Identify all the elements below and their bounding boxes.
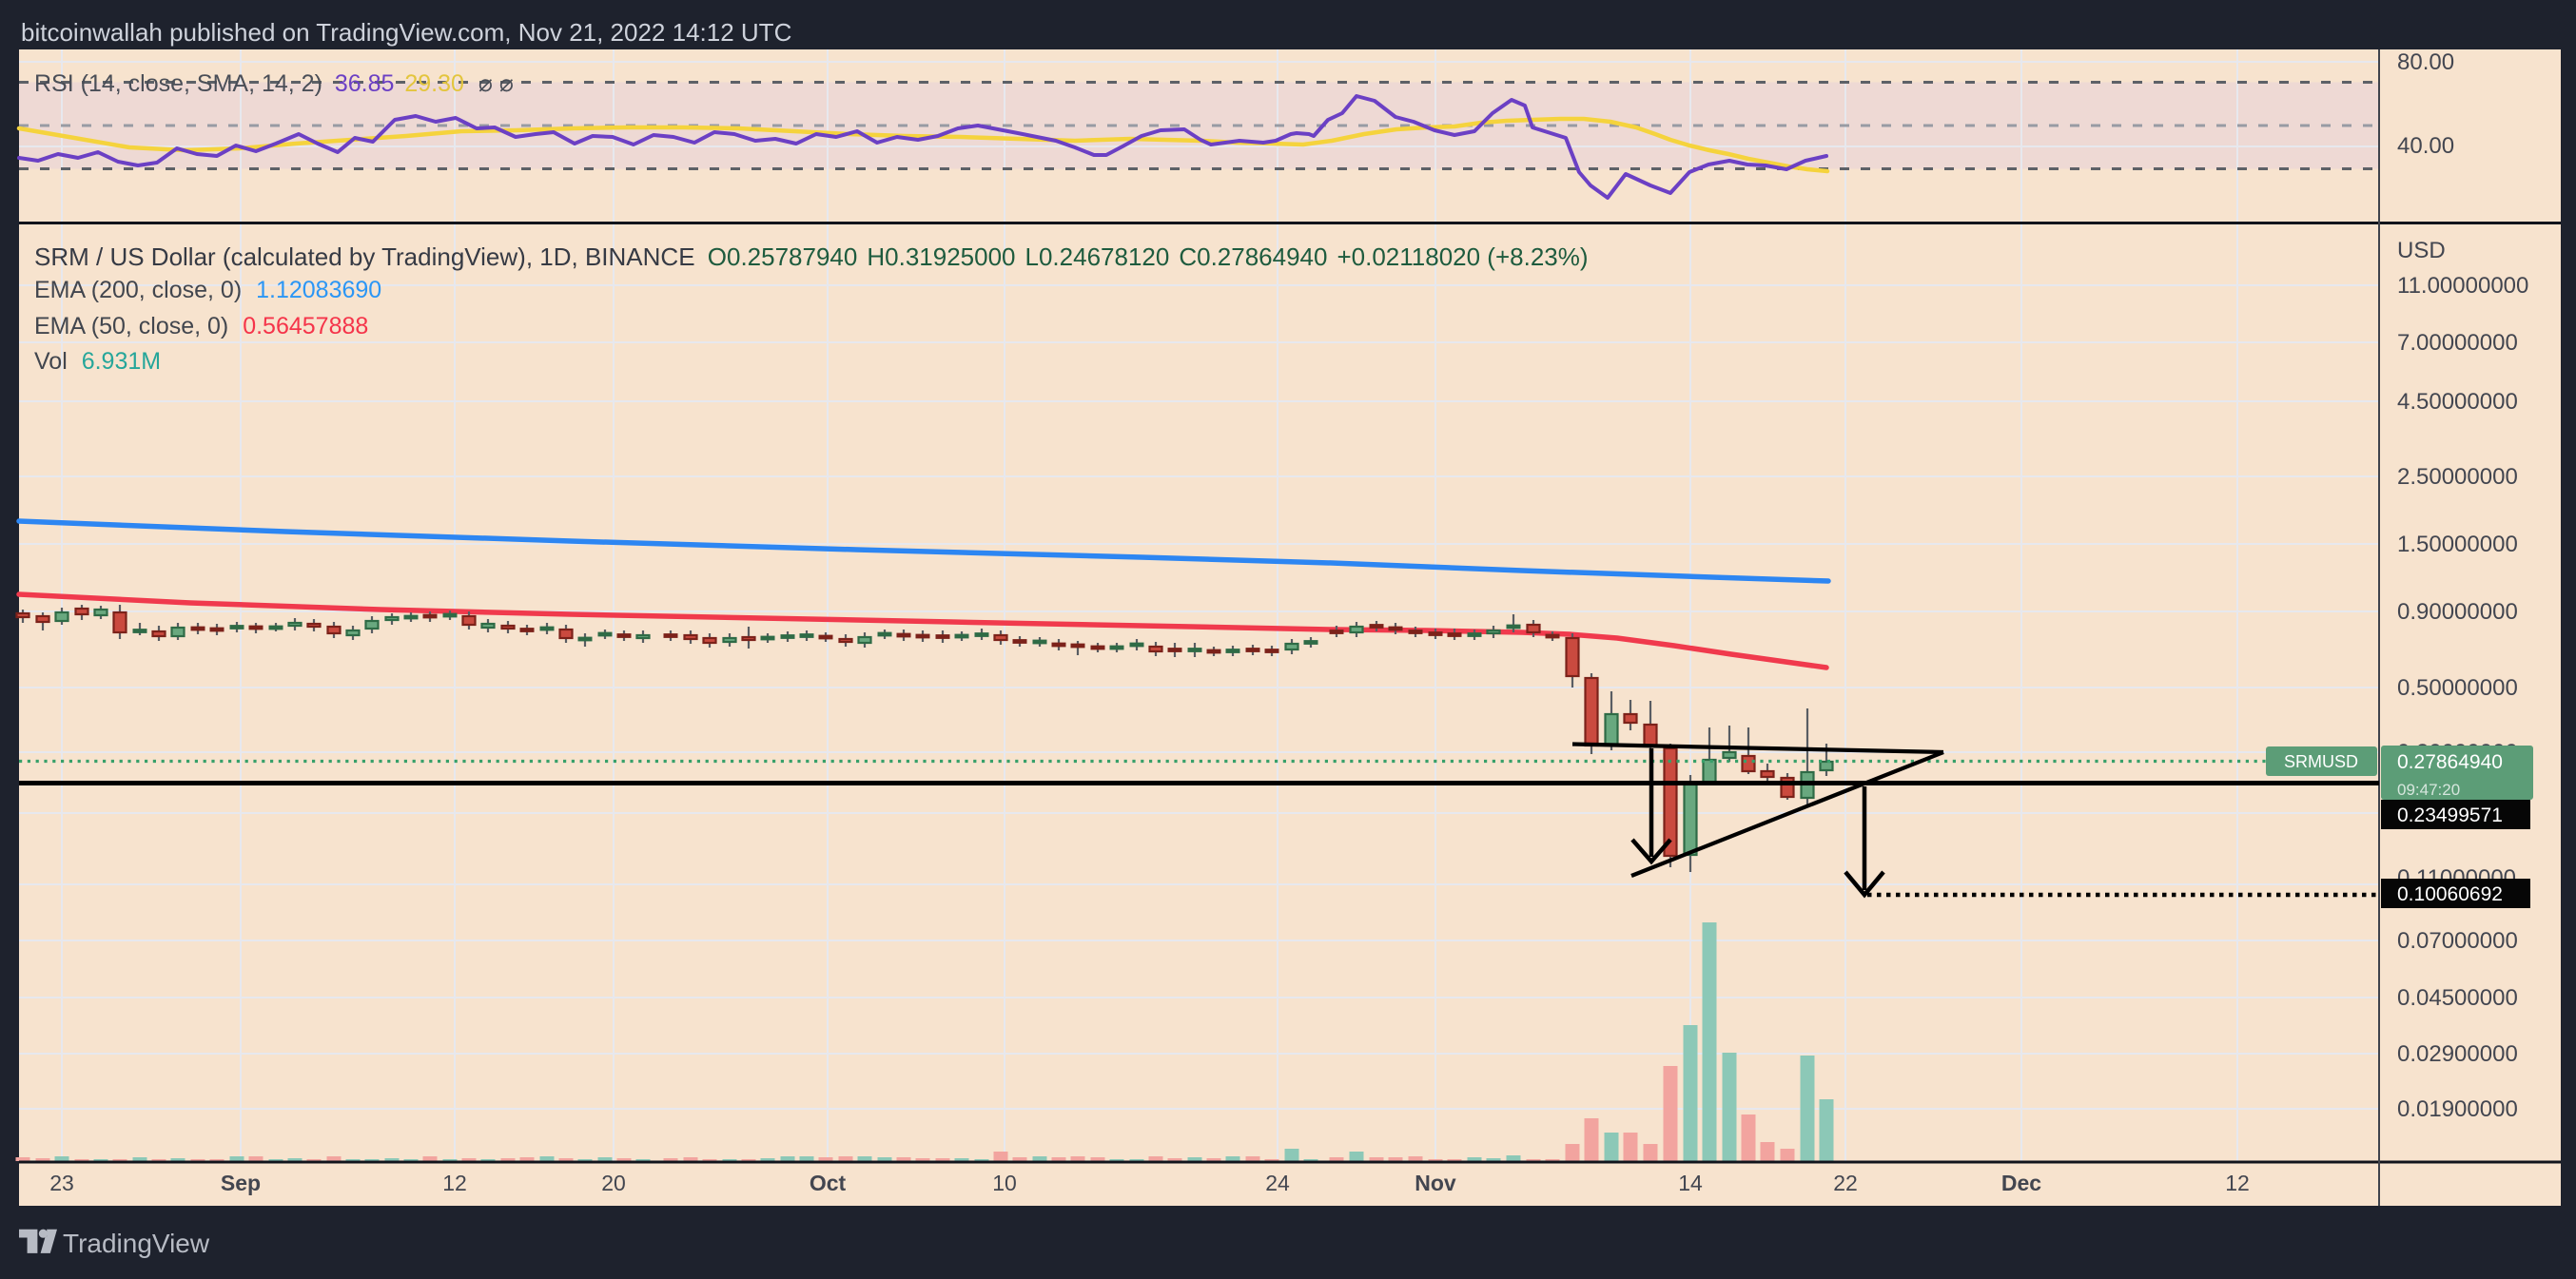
svg-text:Dec: Dec bbox=[2001, 1171, 2041, 1195]
svg-text:0.10060692: 0.10060692 bbox=[2397, 883, 2503, 905]
svg-text:0.90000000: 0.90000000 bbox=[2397, 599, 2518, 625]
svg-text:EMA (50, close, 0) 0.56457888: EMA (50, close, 0) 0.56457888 bbox=[34, 313, 368, 339]
svg-text:RSI (14, close, SMA, 14, 2) 36: RSI (14, close, SMA, 14, 2) 36.85 29.30 … bbox=[34, 70, 514, 97]
svg-text:80.00: 80.00 bbox=[2397, 49, 2454, 75]
svg-text:Sep: Sep bbox=[221, 1171, 261, 1195]
svg-text:0.23499571: 0.23499571 bbox=[2397, 804, 2503, 826]
svg-text:Nov: Nov bbox=[1415, 1171, 1456, 1195]
svg-text:24: 24 bbox=[1265, 1171, 1290, 1195]
svg-text:7.00000000: 7.00000000 bbox=[2397, 330, 2518, 356]
svg-text:EMA (200, close, 0) 1.12083690: EMA (200, close, 0) 1.12083690 bbox=[34, 277, 381, 303]
svg-text:Vol 6.931M: Vol 6.931M bbox=[34, 348, 161, 375]
svg-text:SRMUSD: SRMUSD bbox=[2284, 752, 2358, 771]
svg-text:USD: USD bbox=[2397, 238, 2446, 263]
svg-text:TradingView: TradingView bbox=[63, 1229, 210, 1258]
svg-text:0.50000000: 0.50000000 bbox=[2397, 675, 2518, 701]
svg-text:23: 23 bbox=[49, 1171, 74, 1195]
svg-text:12: 12 bbox=[2225, 1171, 2250, 1195]
svg-text:14: 14 bbox=[1678, 1171, 1703, 1195]
svg-text:2.50000000: 2.50000000 bbox=[2397, 464, 2518, 490]
svg-text:12: 12 bbox=[442, 1171, 467, 1195]
svg-text:Oct: Oct bbox=[810, 1171, 847, 1195]
svg-text:1.50000000: 1.50000000 bbox=[2397, 532, 2518, 557]
svg-text:22: 22 bbox=[1833, 1171, 1858, 1195]
svg-text:11.00000000: 11.00000000 bbox=[2397, 273, 2528, 299]
svg-text:20: 20 bbox=[601, 1171, 626, 1195]
svg-text:0.27864940: 0.27864940 bbox=[2397, 751, 2503, 773]
svg-text:10: 10 bbox=[992, 1171, 1017, 1195]
svg-text:40.00: 40.00 bbox=[2397, 133, 2454, 159]
svg-text:0.01900000: 0.01900000 bbox=[2397, 1096, 2518, 1122]
svg-text:SRM / US Dollar (calculated by: SRM / US Dollar (calculated by TradingVi… bbox=[34, 242, 1589, 271]
svg-text:4.50000000: 4.50000000 bbox=[2397, 389, 2518, 415]
svg-text:0.07000000: 0.07000000 bbox=[2397, 928, 2518, 954]
svg-text:bitcoinwallah published on Tra: bitcoinwallah published on TradingView.c… bbox=[21, 18, 791, 47]
svg-text:09:47:20: 09:47:20 bbox=[2397, 781, 2460, 799]
svg-text:0.04500000: 0.04500000 bbox=[2397, 985, 2518, 1011]
svg-text:0.02900000: 0.02900000 bbox=[2397, 1041, 2518, 1067]
